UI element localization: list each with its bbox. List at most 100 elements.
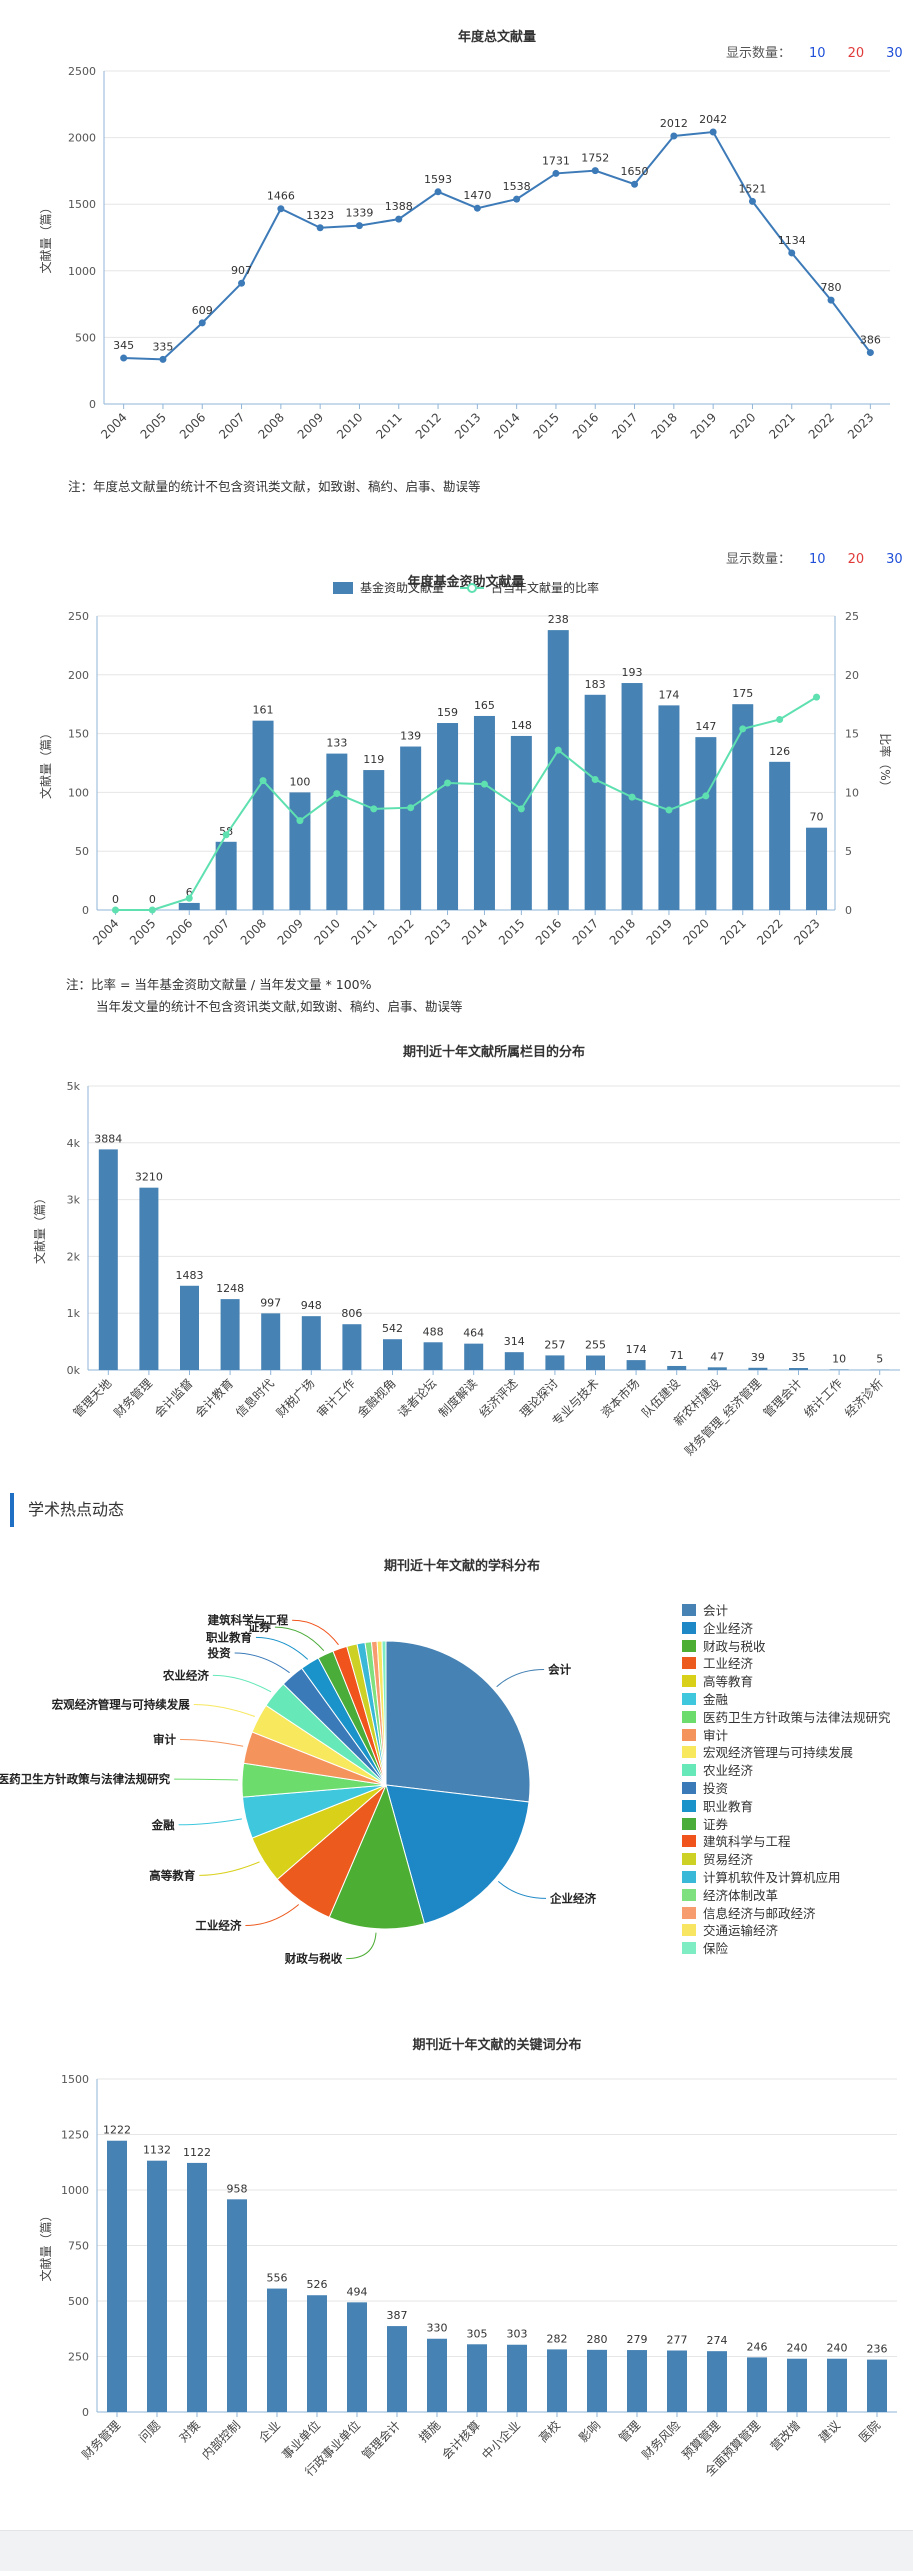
- keywords-ytick: 1000: [61, 2184, 89, 2197]
- fund-xtick: 2015: [496, 916, 527, 947]
- fund-bar-label: 193: [622, 666, 643, 679]
- keywords-xtick: 对策: [176, 2418, 203, 2445]
- columns-xtick: 制度解读: [435, 1376, 480, 1421]
- annual-data-label: 2042: [699, 113, 727, 126]
- annual-data-label: 907: [231, 264, 252, 277]
- subjects-legend-item[interactable]: 医药卫生方针政策与法律法规研究: [682, 1709, 891, 1727]
- subjects-legend-item[interactable]: 交通运输经济: [682, 1922, 891, 1940]
- keywords-bar-label: 246: [747, 2340, 768, 2353]
- annual-xtick: 2018: [648, 410, 679, 441]
- columns-ytick: 5k: [67, 1080, 81, 1093]
- fund-ratio-point: [702, 792, 709, 799]
- keywords-ylabel: 文献量（篇）: [38, 2209, 53, 2281]
- subjects-legend-item[interactable]: 职业教育: [682, 1798, 891, 1816]
- subjects-legend-item[interactable]: 计算机软件及计算机应用: [682, 1869, 891, 1887]
- keywords-bar-label: 279: [627, 2333, 648, 2346]
- fund-bar: [806, 828, 827, 910]
- columns-xtick: 财务管理_经济管理: [681, 1376, 764, 1459]
- subjects-pie-chart: 期刊近十年文献的学科分布会计企业经济财政与税收工业经济高等教育金融医药卫生方针政…: [0, 1540, 680, 2000]
- fund-bar-label: 238: [548, 613, 569, 626]
- annual-data-label: 780: [821, 281, 842, 294]
- subjects-legend-swatch: [682, 1818, 696, 1830]
- fund-bar: [326, 754, 347, 910]
- columns-bar: [342, 1324, 361, 1370]
- subjects-legend-item[interactable]: 信息经济与邮政经济: [682, 1905, 891, 1923]
- subjects-legend-item[interactable]: 审计: [682, 1727, 891, 1745]
- fund-legend-bar-swatch: [333, 582, 353, 594]
- annual-ytick: 0: [89, 398, 96, 411]
- subjects-slice-label: 审计: [153, 1732, 176, 1746]
- subjects-leader-line: [256, 1637, 308, 1659]
- columns-bar: [748, 1368, 767, 1370]
- fund-xtick: 2011: [348, 916, 379, 947]
- keywords-bar: [747, 2357, 767, 2412]
- subjects-legend-label: 高等教育: [703, 1674, 753, 1689]
- fund-bar-label: 100: [289, 775, 310, 788]
- keywords-bar-label: 556: [267, 2272, 288, 2285]
- annual-point: [828, 297, 835, 304]
- columns-bar-label: 1483: [176, 1269, 204, 1282]
- keywords-bar: [267, 2289, 287, 2412]
- annual-point: [552, 170, 559, 177]
- keywords-bar-label: 240: [787, 2342, 808, 2355]
- keywords-bar: [507, 2345, 527, 2412]
- subjects-legend-item[interactable]: 宏观经济管理与可持续发展: [682, 1744, 891, 1762]
- subjects-legend-swatch: [682, 1711, 696, 1723]
- subjects-legend-item[interactable]: 证券: [682, 1816, 891, 1834]
- footer-bar: [0, 2530, 913, 2571]
- subjects-leader-line: [179, 1819, 242, 1825]
- keywords-xtick: 建议: [816, 2418, 843, 2445]
- annual-point: [592, 167, 599, 174]
- subjects-legend-item[interactable]: 投资: [682, 1780, 891, 1798]
- subjects-legend-item[interactable]: 工业经济: [682, 1655, 891, 1673]
- subjects-legend-item[interactable]: 建筑科学与工程: [682, 1833, 891, 1851]
- fund-y2tick: 10: [845, 786, 859, 799]
- fund-xtick: 2008: [238, 916, 269, 947]
- subjects-legend-item[interactable]: 农业经济: [682, 1762, 891, 1780]
- subjects-legend-item[interactable]: 金融: [682, 1691, 891, 1709]
- fund-y2tick: 0: [845, 904, 852, 917]
- annual-point: [317, 224, 324, 231]
- subjects-slice-label: 职业教育: [206, 1630, 252, 1644]
- fund-bar-label: 183: [585, 678, 606, 691]
- subjects-legend-item[interactable]: 经济体制改革: [682, 1887, 891, 1905]
- fund-xtick: 2017: [570, 916, 601, 947]
- subjects-legend-swatch: [682, 1657, 696, 1669]
- subjects-legend-item[interactable]: 高等教育: [682, 1673, 891, 1691]
- fund-bar-label: 0: [149, 893, 156, 906]
- fund-ratio-point: [370, 805, 377, 812]
- annual-data-label: 1470: [463, 189, 491, 202]
- keywords-bar-label: 1132: [143, 2144, 171, 2157]
- columns-xtick: 会计监督: [151, 1376, 196, 1421]
- fund-bar-label: 126: [769, 745, 790, 758]
- subjects-legend-item[interactable]: 会计: [682, 1602, 891, 1620]
- keywords-xtick: 中小企业: [479, 2418, 524, 2463]
- annual-point: [277, 205, 284, 212]
- subjects-leader-line: [199, 1862, 259, 1876]
- annual-point: [788, 249, 795, 256]
- columns-xtick: 财税广场: [274, 1376, 318, 1420]
- keywords-xtick: 问题: [136, 2418, 163, 2445]
- fund-bar: [437, 723, 458, 910]
- keywords-ytick: 500: [68, 2295, 89, 2308]
- columns-ytick: 0k: [67, 1364, 81, 1377]
- subjects-legend-item[interactable]: 保险: [682, 1940, 891, 1958]
- fund-ytick: 200: [68, 669, 89, 682]
- subjects-legend-item[interactable]: 企业经济: [682, 1620, 891, 1638]
- fund-ratio-point: [112, 907, 119, 914]
- subjects-legend-item[interactable]: 贸易经济: [682, 1851, 891, 1869]
- fund-xtick: 2006: [164, 916, 195, 947]
- annual-data-label: 1538: [503, 180, 531, 193]
- fund-y2tick: 20: [845, 669, 859, 682]
- fund-ratio-point: [518, 805, 525, 812]
- subjects-legend-item[interactable]: 财政与税收: [682, 1638, 891, 1656]
- columns-xtick: 经济评述: [476, 1376, 521, 1421]
- subjects-leader-line: [180, 1739, 243, 1746]
- fund-bar: [179, 903, 200, 910]
- annual-point: [867, 349, 874, 356]
- annual-note: 注：年度总文献量的统计不包含资讯类文献，如致谢、稿约、启事、勘误等: [68, 476, 481, 495]
- subjects-slice-label: 财政与税收: [284, 1952, 343, 1966]
- fund-ratio-point: [776, 716, 783, 723]
